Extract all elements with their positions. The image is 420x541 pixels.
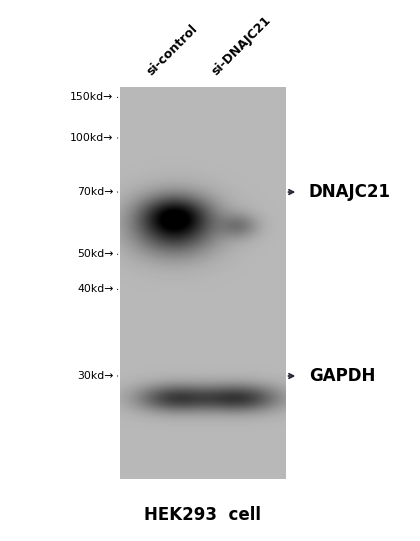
Text: 100kd→: 100kd→ bbox=[70, 133, 113, 143]
Text: DNAJC21: DNAJC21 bbox=[309, 183, 391, 201]
Text: 50kd→: 50kd→ bbox=[77, 249, 113, 259]
Text: 40kd→: 40kd→ bbox=[77, 285, 113, 294]
Text: 150kd→: 150kd→ bbox=[70, 93, 113, 102]
Text: WWW.PTGLAB.COM: WWW.PTGLAB.COM bbox=[160, 228, 201, 313]
Text: GAPDH: GAPDH bbox=[309, 367, 375, 385]
Text: si-DNAJC21: si-DNAJC21 bbox=[209, 14, 274, 78]
Text: 70kd→: 70kd→ bbox=[77, 187, 113, 197]
Text: HEK293  cell: HEK293 cell bbox=[144, 506, 261, 524]
Text: si-control: si-control bbox=[144, 23, 200, 78]
Text: 30kd→: 30kd→ bbox=[77, 371, 113, 381]
